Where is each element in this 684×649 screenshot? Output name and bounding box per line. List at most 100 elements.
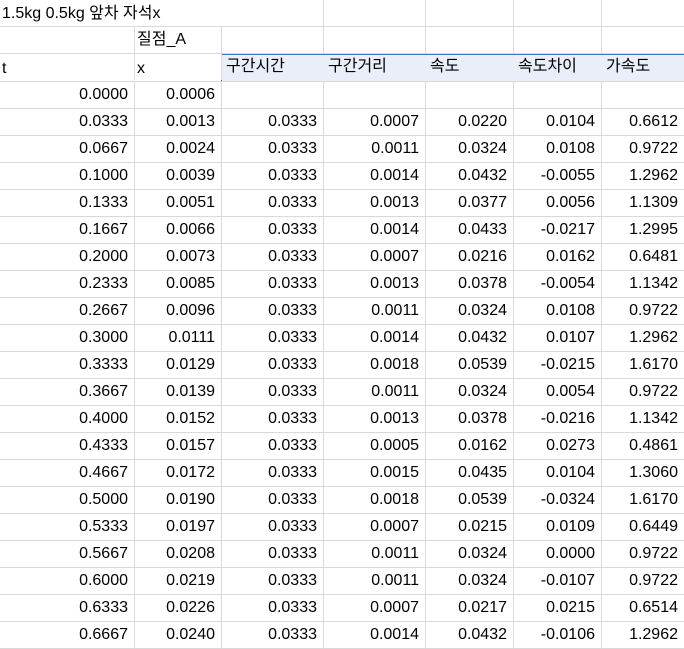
cell-velocity-difference[interactable]: -0.0055 (514, 163, 602, 189)
cell-t[interactable]: 0.6667 (0, 622, 135, 648)
cell-interval-time[interactable]: 0.0333 (222, 379, 324, 405)
cell-x[interactable]: 0.0157 (135, 433, 222, 459)
empty-cell[interactable] (602, 0, 684, 26)
header-cell-x[interactable]: x (135, 54, 222, 80)
cell-acceleration[interactable]: 0.9722 (629, 572, 678, 589)
empty-cell[interactable] (514, 82, 602, 108)
cell-interval-time[interactable]: 0.0333 (222, 433, 324, 459)
cell-interval-time[interactable]: 0.0333 (222, 487, 324, 513)
cell-t[interactable]: 0.3667 (0, 379, 135, 405)
cell-interval-distance[interactable]: 0.0013 (324, 271, 426, 297)
cell-t[interactable]: 0.2667 (0, 298, 135, 324)
cell-velocity-difference[interactable]: -0.0215 (514, 352, 602, 378)
cell-acceleration[interactable]: 0.9722 (629, 545, 678, 562)
empty-cell[interactable] (426, 27, 514, 53)
cell-interval-time[interactable]: 0.0333 (222, 109, 324, 135)
empty-cell[interactable] (514, 27, 602, 53)
cell-t[interactable]: 0.2333 (0, 271, 135, 297)
cell-interval-time[interactable]: 0.0333 (222, 622, 324, 648)
cell-velocity-difference[interactable]: -0.0217 (514, 217, 602, 243)
cell-t[interactable]: 0.5000 (0, 487, 135, 513)
cell-interval-distance[interactable]: 0.0018 (324, 487, 426, 513)
cell-velocity-difference[interactable]: 0.0215 (514, 595, 602, 621)
cell-velocity[interactable]: 0.0217 (426, 595, 514, 621)
cell-interval-distance[interactable]: 0.0007 (324, 514, 426, 540)
cell-velocity-difference[interactable]: 0.0108 (514, 298, 602, 324)
cell-velocity[interactable]: 0.0539 (426, 352, 514, 378)
cell-acceleration[interactable]: 1.1342 (629, 275, 678, 292)
cell-interval-distance[interactable]: 0.0014 (324, 325, 426, 351)
cell-velocity[interactable]: 0.0215 (426, 514, 514, 540)
cell-velocity[interactable]: 0.0432 (426, 325, 514, 351)
cell-x[interactable]: 0.0013 (135, 109, 222, 135)
cell-interval-time[interactable]: 0.0333 (222, 568, 324, 594)
cell-interval-time[interactable]: 0.0333 (222, 514, 324, 540)
cell-acceleration[interactable]: 0.4861 (629, 437, 678, 454)
cell-x[interactable]: 0.0066 (135, 217, 222, 243)
empty-cell[interactable] (514, 0, 602, 26)
cell-acceleration[interactable]: 0.6481 (629, 248, 678, 265)
cell-x[interactable]: 0.0039 (135, 163, 222, 189)
cell-x[interactable]: 0.0197 (135, 514, 222, 540)
cell-velocity-difference[interactable]: 0.0162 (514, 244, 602, 270)
cell-velocity-difference[interactable]: 0.0000 (514, 541, 602, 567)
header-cell-velocity[interactable]: 속도 (430, 58, 460, 75)
cell-x[interactable]: 0.0006 (135, 82, 222, 108)
cell-t[interactable]: 0.3333 (0, 352, 135, 378)
cell-interval-distance[interactable]: 0.0007 (324, 109, 426, 135)
cell-interval-time[interactable]: 0.0333 (222, 217, 324, 243)
cell-velocity[interactable]: 0.0324 (426, 568, 514, 594)
cell-velocity[interactable]: 0.0324 (426, 136, 514, 162)
cell-x[interactable]: 0.0085 (135, 271, 222, 297)
cell-interval-time[interactable]: 0.0333 (222, 271, 324, 297)
empty-cell[interactable] (602, 27, 684, 53)
cell-t[interactable]: 0.0000 (0, 82, 135, 108)
cell-t[interactable]: 0.4667 (0, 460, 135, 486)
header-cell-velocity-difference[interactable]: 속도차이 (518, 58, 577, 75)
cell-x[interactable]: 0.0208 (135, 541, 222, 567)
cell-interval-distance[interactable]: 0.0015 (324, 460, 426, 486)
cell-t[interactable]: 0.5667 (0, 541, 135, 567)
cell-acceleration[interactable]: 1.2962 (629, 626, 678, 643)
cell-velocity-difference[interactable]: -0.0324 (514, 487, 602, 513)
cell-acceleration[interactable]: 1.2962 (629, 167, 678, 184)
cell-acceleration[interactable]: 1.6170 (629, 356, 678, 373)
cell-interval-distance[interactable]: 0.0014 (324, 622, 426, 648)
header-cell-interval-distance[interactable]: 구간거리 (328, 58, 387, 75)
cell-acceleration[interactable]: 0.6612 (629, 113, 678, 130)
cell-x[interactable]: 0.0240 (135, 622, 222, 648)
cell-interval-distance[interactable]: 0.0011 (324, 298, 426, 324)
cell-t[interactable]: 0.3000 (0, 325, 135, 351)
cell-velocity[interactable]: 0.0377 (426, 190, 514, 216)
cell-velocity[interactable]: 0.0378 (426, 406, 514, 432)
cell-velocity-difference[interactable]: 0.0054 (514, 379, 602, 405)
cell-velocity-difference[interactable]: 0.0056 (514, 190, 602, 216)
cell-interval-time[interactable]: 0.0333 (222, 244, 324, 270)
cell-interval-time[interactable]: 0.0333 (222, 406, 324, 432)
cell-interval-time[interactable]: 0.0333 (222, 325, 324, 351)
cell-acceleration[interactable]: 1.2962 (629, 329, 678, 346)
empty-cell[interactable] (324, 0, 426, 26)
empty-cell[interactable] (222, 82, 324, 108)
empty-cell[interactable] (426, 82, 514, 108)
cell-interval-distance[interactable]: 0.0018 (324, 352, 426, 378)
cell-velocity[interactable]: 0.0324 (426, 379, 514, 405)
cell-x[interactable]: 0.0073 (135, 244, 222, 270)
cell-x[interactable]: 0.0219 (135, 568, 222, 594)
cell-velocity[interactable]: 0.0216 (426, 244, 514, 270)
cell-velocity-difference[interactable]: -0.0216 (514, 406, 602, 432)
cell-t[interactable]: 0.1333 (0, 190, 135, 216)
cell-t[interactable]: 0.1000 (0, 163, 135, 189)
object-label-cell[interactable]: 질점_A (135, 27, 222, 53)
header-cell-acceleration[interactable]: 가속도 (606, 58, 651, 75)
cell-velocity[interactable]: 0.0433 (426, 217, 514, 243)
cell-x[interactable]: 0.0051 (135, 190, 222, 216)
cell-interval-distance[interactable]: 0.0007 (324, 244, 426, 270)
cell-interval-distance[interactable]: 0.0014 (324, 163, 426, 189)
cell-acceleration[interactable]: 1.6170 (629, 491, 678, 508)
empty-cell[interactable] (324, 82, 426, 108)
cell-interval-distance[interactable]: 0.0011 (324, 136, 426, 162)
cell-velocity[interactable]: 0.0162 (426, 433, 514, 459)
empty-cell[interactable] (222, 0, 324, 26)
empty-cell[interactable] (222, 27, 324, 53)
